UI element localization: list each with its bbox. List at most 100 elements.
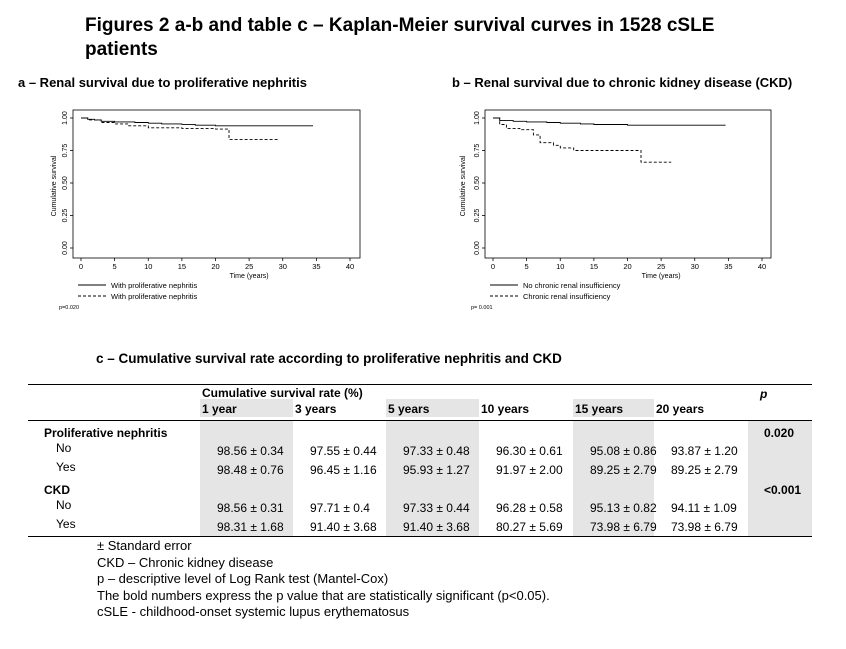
chart-a-legend-label: With proliferative nephritis: [111, 292, 198, 301]
chart-a-x-axis-label: Time (years): [230, 273, 269, 280]
chart-b-y-tick-label: 1.00: [474, 111, 481, 125]
chart-a-x-tick-label: 5: [113, 262, 117, 271]
chart-a-x-tick-label: 40: [346, 262, 354, 271]
table-cell-value: 97.71 ± 0.4: [310, 501, 370, 515]
column-header: 5 years: [388, 402, 430, 416]
table-bottom-rule: [28, 536, 812, 537]
table-cell-value: 96.45 ± 1.16: [310, 463, 377, 477]
chart-b-y-tick-label: 0.00: [474, 241, 481, 255]
column-header: 10 years: [481, 402, 530, 416]
row-label: No: [56, 441, 72, 455]
chart-b-x-tick-label: 30: [691, 262, 699, 271]
chart-b-x-axis-label: Time (years): [642, 273, 681, 280]
table-cell-value: 96.30 ± 0.61: [496, 444, 563, 458]
unshaded-header-cell: [293, 399, 386, 417]
chart-a-y-tick-label: 0.25: [62, 209, 69, 223]
chart-b-x-tick-label: 0: [491, 262, 495, 271]
note-line: The bold numbers express the p value tha…: [97, 587, 550, 603]
table-cell-value: 89.25 ± 2.79: [590, 463, 657, 477]
chart-a-x-tick-label: 25: [245, 262, 253, 271]
group-label: CKD: [44, 483, 70, 497]
chart-b-y-tick-label: 0.25: [474, 209, 481, 223]
row-label: Yes: [56, 460, 76, 474]
chart-a-title: a – Renal survival due to proliferative …: [18, 75, 307, 90]
table-cell-value: 91.40 ± 3.68: [310, 520, 377, 534]
page-title: Figures 2 a-b and table c – Kaplan-Meier…: [85, 15, 715, 60]
table-top-rule: [28, 384, 812, 385]
table-cell-value: 95.08 ± 0.86: [590, 444, 657, 458]
note-line: p – descriptive level of Log Rank test (…: [97, 571, 389, 586]
chart-b-plot-frame: [484, 109, 772, 259]
chart-a-series-dashed-line: [81, 117, 280, 140]
shaded-column: [573, 420, 654, 537]
chart-a-y-tick-label: 0.00: [62, 241, 69, 255]
chart-a-y-tick-label: 0.50: [62, 176, 69, 190]
unshaded-header-cell: [654, 399, 748, 417]
chart-a-p-annotation: p=0.020: [59, 305, 79, 311]
column-header: 1 year: [202, 402, 237, 416]
table-notes: ± Standard error CKD – Chronic kidney dis…: [97, 538, 550, 621]
column-header: 15 years: [575, 402, 624, 416]
km-charts: 0 5 10 15 20 25 30 35 40 0.00 0.25 0.50 0.75 1.00 Time…: [51, 109, 772, 311]
unshaded-header-cell: [479, 399, 573, 417]
chart-b-legend-label: No chronic renal insufficiency: [523, 281, 621, 290]
chart-b-x-tick-label: 15: [590, 262, 598, 271]
table-cell-value: 91.97 ± 2.00: [496, 463, 563, 477]
note-line: cSLE - childhood-onset systemic lupus er…: [97, 604, 410, 619]
chart-a-x-tick-label: 20: [211, 262, 219, 271]
table-header-rule: [28, 420, 812, 421]
table-cell-value: 95.93 ± 1.27: [403, 463, 470, 477]
chart-b-y-axis-label: Cumulative survival: [460, 155, 467, 216]
shaded-column: [200, 420, 293, 537]
group-p-value: 0.020: [764, 426, 795, 440]
table-cell-value: 95.13 ± 0.82: [590, 501, 657, 515]
chart-b-p-annotation: p= 0.001: [471, 305, 493, 311]
chart-b-x-tick-label: 40: [758, 262, 766, 271]
shaded-column: [386, 420, 479, 537]
chart-b-x-tick-label: 20: [623, 262, 631, 271]
chart-a-x-tick-label: 30: [279, 262, 287, 271]
chart-a-series-solid-line: [81, 117, 313, 127]
p-header: p: [760, 387, 768, 401]
chart-a-y-tick-label: 1.00: [62, 111, 69, 125]
table-cell-value: 80.27 ± 5.69: [496, 520, 563, 534]
table-cell-value: 73.98 ± 6.79: [590, 520, 657, 534]
chart-b-legend-label: Chronic renal insufficiency: [523, 292, 611, 301]
table-cell-value: 97.55 ± 0.44: [310, 444, 377, 458]
column-header: 20 years: [656, 402, 705, 416]
table-cell-value: 98.48 ± 0.76: [217, 463, 284, 477]
table-cell-value: 73.98 ± 6.79: [671, 520, 738, 534]
chart-a-legend-label: With proliferative nephritis: [111, 281, 198, 290]
table-cell-value: 98.56 ± 0.34: [217, 444, 284, 458]
table-title: c – Cumulative survival rate according t…: [96, 351, 562, 366]
column-header: 3 years: [295, 402, 337, 416]
table-cell-value: 93.87 ± 1.20: [671, 444, 738, 458]
group-header: Cumulative survival rate (%): [202, 386, 363, 400]
chart-b-series-dashed-line: [493, 117, 672, 163]
group-label: Proliferative nephritis: [44, 426, 168, 440]
chart-b-x-tick-label: 35: [724, 262, 732, 271]
chart-a-plot-frame: [72, 109, 361, 259]
table-cell-value: 89.25 ± 2.79: [671, 463, 738, 477]
chart-a-x-tick-label: 0: [79, 262, 83, 271]
table-cell-value: 98.31 ± 1.68: [217, 520, 284, 534]
note-line: CKD – Chronic kidney disease: [97, 554, 274, 570]
chart-a-x-tick-label: 15: [178, 262, 186, 271]
chart-b-x-tick-label: 25: [657, 262, 665, 271]
chart-b-title: b – Renal survival due to chronic kidney…: [452, 75, 793, 90]
survival-table: Cumulative survival rate (%) p 1 year 3 yea…: [28, 384, 812, 537]
note-line: ± Standard error: [97, 538, 192, 553]
chart-b-x-tick-label: 5: [525, 262, 529, 271]
chart-a-x-tick-label: 10: [144, 262, 152, 271]
chart-b-series-solid-line: [493, 117, 726, 126]
chart-a-y-axis-label: Cumulative survival: [51, 155, 58, 216]
chart-a-y-tick-label: 0.75: [62, 144, 69, 158]
table-cell-value: 97.33 ± 0.44: [403, 501, 470, 515]
group-p-value: <0.001: [764, 483, 802, 497]
table-cell-value: 98.56 ± 0.31: [217, 501, 284, 515]
table-cell-value: 97.33 ± 0.48: [403, 444, 470, 458]
table-cell-value: 91.40 ± 3.68: [403, 520, 470, 534]
chart-b-y-tick-label: 0.75: [474, 144, 481, 158]
chart-b-x-tick-label: 10: [556, 262, 564, 271]
chart-a-x-tick-label: 35: [312, 262, 320, 271]
